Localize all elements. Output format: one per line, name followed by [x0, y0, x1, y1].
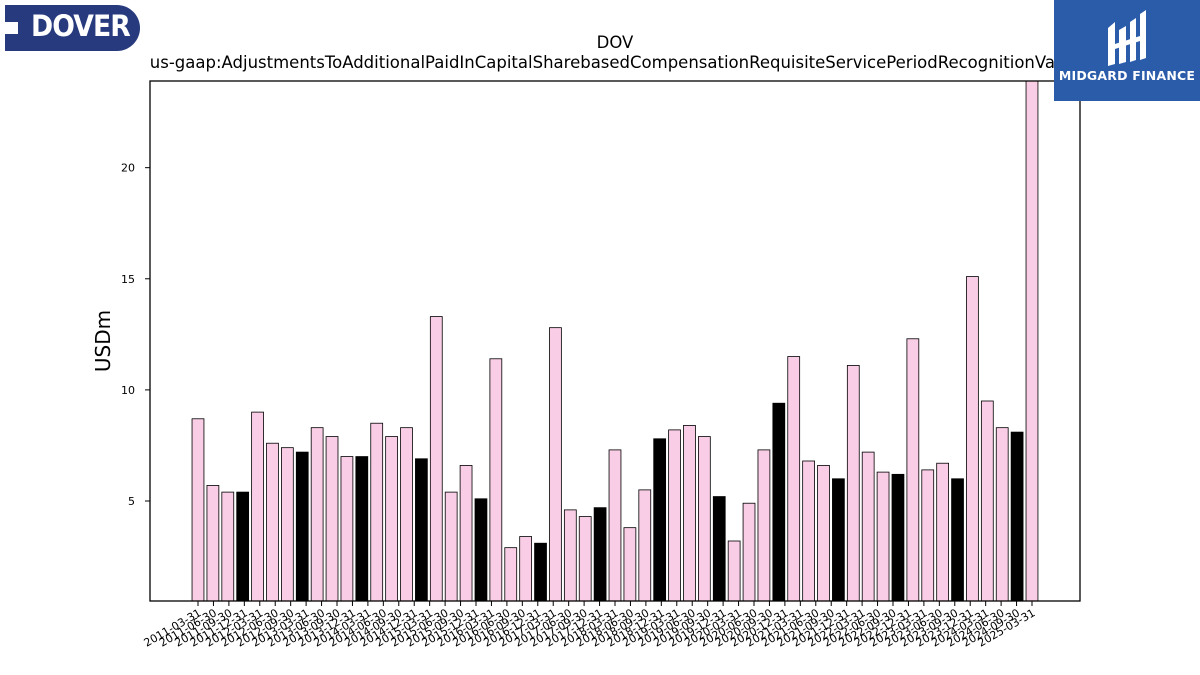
- bar: [876, 471, 890, 602]
- bar: [921, 469, 935, 602]
- bar: [698, 436, 711, 602]
- bar: [936, 462, 950, 602]
- bar: [951, 478, 964, 602]
- bar: [742, 502, 756, 602]
- bar: [206, 485, 220, 602]
- bar: [534, 542, 547, 602]
- y-tick-label: 20: [121, 162, 135, 175]
- bar: [459, 465, 473, 602]
- y-tick-label: 5: [128, 495, 135, 508]
- bar: [995, 427, 1009, 602]
- bar: [832, 478, 845, 602]
- midgard-finance-text: MIDGARD FINANCE: [1058, 68, 1196, 83]
- bar: [444, 491, 458, 602]
- bar: [1025, 80, 1039, 602]
- bar: [489, 358, 503, 602]
- bar: [355, 456, 369, 602]
- dover-logo-shape: [5, 5, 140, 51]
- dover-logo-text: DOVER: [31, 9, 131, 43]
- bar: [891, 473, 905, 602]
- bar: [519, 536, 533, 602]
- bar: [712, 496, 726, 602]
- dover-logo: DOVER: [5, 5, 143, 51]
- bar: [340, 456, 354, 602]
- bar: [370, 422, 384, 602]
- bar: [221, 491, 235, 602]
- bar: [683, 425, 696, 602]
- y-axis-label: USDm: [91, 310, 115, 372]
- bar: [980, 400, 994, 602]
- y-tick-label: 10: [121, 384, 135, 397]
- y-tick-label: 15: [121, 273, 135, 286]
- bar: [504, 547, 518, 602]
- bar: [415, 458, 428, 602]
- bar: [474, 498, 488, 602]
- chart-subtitle: us-gaap:AdjustmentsToAdditionalPaidInCap…: [150, 53, 1080, 72]
- bar: [861, 451, 875, 602]
- midgard-finance-logo: MIDGARD FINANCE: [1054, 0, 1200, 101]
- x-axis-ticks: 2011-03-312011-06-302011-09-302011-12-31…: [142, 601, 1038, 650]
- bar: [280, 447, 294, 602]
- chart-title: DOV: [597, 33, 634, 52]
- bar: [266, 442, 279, 602]
- bar: [325, 436, 339, 602]
- bar: [1010, 431, 1024, 602]
- bar: [668, 429, 681, 602]
- bar: [236, 491, 250, 602]
- bar: [638, 489, 652, 602]
- bar: [385, 436, 398, 602]
- plot-frame: [149, 80, 1081, 602]
- bar: [593, 507, 607, 602]
- bar: [727, 540, 741, 602]
- bar: [400, 427, 413, 602]
- bar: [429, 316, 443, 602]
- midgard-mark-icon: [1108, 10, 1146, 66]
- bars-layer: [191, 80, 1039, 602]
- bar: [549, 327, 562, 602]
- y-axis-ticks: 5 10 15 20: [121, 162, 150, 508]
- bar: [623, 527, 637, 602]
- bar: [653, 438, 667, 602]
- bar: [251, 411, 264, 602]
- bar: [563, 509, 577, 602]
- bar: [906, 338, 920, 602]
- bar: [757, 449, 771, 602]
- bar: [310, 427, 324, 602]
- bar: [817, 465, 830, 602]
- bar: [772, 402, 786, 602]
- bar: [608, 449, 622, 602]
- bar: [802, 460, 815, 602]
- bar: [191, 418, 205, 602]
- bar: [295, 451, 309, 602]
- bar: [966, 276, 979, 602]
- bar: [578, 516, 592, 602]
- bar: [787, 356, 801, 602]
- bar: [846, 365, 860, 602]
